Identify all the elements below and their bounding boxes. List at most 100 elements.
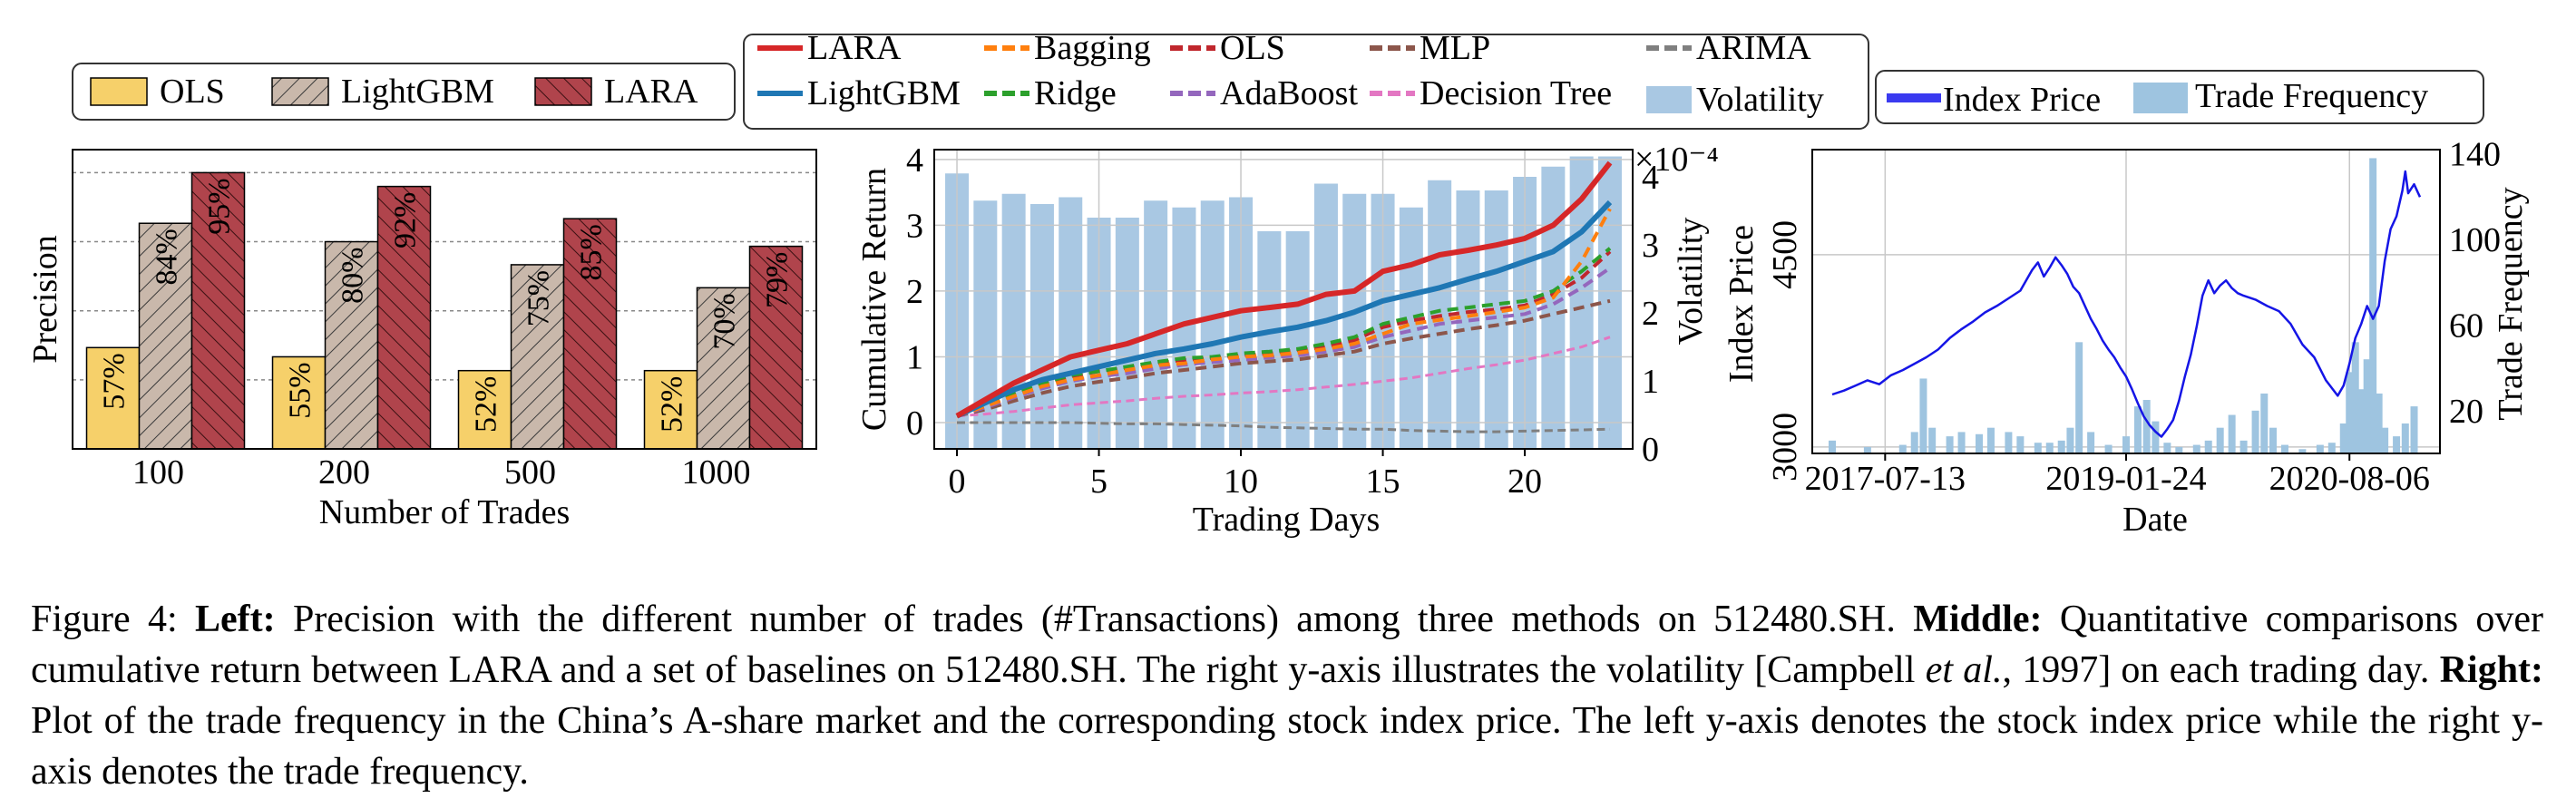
- trade-frequency-bar-26: [2204, 440, 2212, 453]
- trade-frequency-bar-28: [2228, 414, 2236, 453]
- trade-frequency-bar-37: [2339, 423, 2347, 453]
- volatility-bar-6: [1115, 218, 1139, 449]
- middle-xtick-20: 20: [1508, 462, 1542, 501]
- line-arima: [957, 421, 1611, 433]
- bar-lara-100: [190, 171, 246, 450]
- bar-lightgbm-500: [510, 264, 565, 450]
- legend-label-adaboost: AdaBoost: [1220, 74, 1358, 112]
- trade-frequency-bars: [1829, 158, 2418, 453]
- bar-ols-1000: [643, 369, 698, 450]
- trade-frequency-bar-34: [2298, 449, 2307, 453]
- middle-y2-multiplier: ×10⁻⁴: [1634, 141, 1719, 179]
- middle-x-ticks: 0 5 10 15 20: [949, 449, 1542, 501]
- middle-y-axis-label: Cumulative Return: [855, 168, 893, 431]
- trade-frequency-bar-3: [1910, 432, 1918, 453]
- middle-y-ticks: 0 1 2 3 4: [906, 141, 923, 443]
- bar-label-lightgbm-100: 84%: [151, 229, 184, 285]
- legend-swatch-volatility: [1646, 86, 1692, 113]
- trade-frequency-bar-22: [2152, 421, 2160, 453]
- trade-frequency-bar-47: [2410, 406, 2418, 453]
- line-mlp: [956, 298, 1611, 418]
- middle-ytick-0: 0: [906, 404, 923, 443]
- right-x-ticks: 2017-07-13 2019-01-24 2020-08-06: [1805, 453, 2430, 498]
- bar-label-ols-200: 55%: [284, 362, 317, 418]
- trade-frequency-bar-39: [2351, 342, 2359, 453]
- caption-left-text: Precision with the different number of t…: [292, 599, 1896, 640]
- right-xtick-2017-07-13: 2017-07-13: [1805, 460, 1966, 498]
- trade-frequency-bar-5: [1928, 427, 1937, 453]
- bar-lara-1000: [748, 245, 804, 450]
- figure-caption: Figure 4: Left: Precision with the diffe…: [31, 594, 2543, 797]
- right-y-ticks: 3000 4500: [1766, 220, 1804, 482]
- caption-right-text: Plot of the trade frequency in the China…: [31, 700, 2543, 793]
- middle-line-chart: LARA LightGBM Bagging Ridge OLS AdaBoost MLP De…: [743, 29, 1869, 539]
- line-ridge: [956, 247, 1612, 418]
- trade-frequency-bar-19: [2122, 436, 2130, 453]
- trade-frequency-bar-31: [2260, 393, 2269, 453]
- caption-middle-head: Middle:: [1913, 599, 2043, 640]
- middle-xtick-5: 5: [1090, 462, 1107, 501]
- middle-y2tick-3: 3: [1642, 227, 1659, 265]
- trade-frequency-bar-32: [2269, 427, 2277, 453]
- middle-plot-frame: [933, 149, 1634, 450]
- volatility-bar-9: [1200, 200, 1225, 449]
- left-xtick-1000: 1000: [682, 453, 751, 492]
- middle-x-axis-label: Trading Days: [1193, 501, 1381, 539]
- trade-frequency-bar-13: [2045, 443, 2054, 453]
- bar-label-lara-1000: 79%: [761, 252, 795, 308]
- legend-swatch-trade-frequency: [2133, 83, 2188, 113]
- left-xtick-200: 200: [318, 453, 370, 492]
- trade-frequency-bar-40: [2357, 389, 2366, 453]
- right-y2-ticks: 20 60 100 140: [2449, 136, 2501, 431]
- volatility-bar-3: [1029, 204, 1054, 449]
- trade-frequency-bar-38: [2346, 372, 2354, 453]
- caption-figure-label: Figure 4:: [31, 599, 178, 640]
- volatility-bar-4: [1059, 197, 1083, 449]
- bar-lightgbm-100: [138, 222, 193, 450]
- middle-y2tick-2: 2: [1642, 295, 1659, 333]
- volatility-bar-12: [1285, 231, 1310, 449]
- left-x-axis-label: Number of Trades: [319, 493, 571, 531]
- trade-frequency-bar-12: [2034, 443, 2042, 453]
- index-price-line: [1831, 170, 2422, 438]
- trade-frequency-bar-21: [2142, 400, 2151, 453]
- legend-label-volatility: Volatility: [1696, 81, 1824, 119]
- trade-frequency-bar-41: [2363, 359, 2371, 453]
- bar-label-lightgbm-500: 75%: [522, 270, 556, 326]
- right-y2tick-140: 140: [2449, 136, 2501, 174]
- right-y-axis-label: Index Price: [1722, 225, 1761, 383]
- bar-label-lara-200: 92%: [389, 192, 423, 248]
- line-index-price: [1831, 170, 2422, 438]
- bar-label-lightgbm-1000: 70%: [708, 293, 742, 349]
- middle-y2tick-1: 1: [1642, 363, 1659, 401]
- caption-middle-cite: et al.: [1925, 649, 2003, 691]
- legend-label-lara: LARA: [807, 29, 902, 67]
- trade-frequency-bar-45: [2393, 436, 2401, 453]
- middle-legend-box: [743, 34, 1869, 130]
- legend-label-ols: OLS: [1220, 29, 1285, 67]
- left-xtick-100: 100: [132, 453, 184, 492]
- middle-y2-axis-label: Volatility: [1672, 218, 1710, 346]
- bar-label-ols-1000: 52%: [656, 376, 689, 433]
- trade-frequency-bar-10: [2005, 432, 2013, 453]
- trade-frequency-bar-0: [1829, 440, 1836, 453]
- right-y2tick-100: 100: [2449, 221, 2501, 259]
- return-lines: [955, 161, 1613, 433]
- legend-label-bagging: Bagging: [1034, 29, 1151, 67]
- trade-frequency-bar-33: [2280, 444, 2288, 453]
- middle-y2-ticks: 0 1 2 3 4: [1642, 159, 1659, 469]
- trade-frequency-bar-9: [1986, 427, 1995, 453]
- trade-frequency-bar-16: [2075, 342, 2083, 453]
- legend-label-index-price: Index Price: [1943, 81, 2101, 119]
- bar-label-lara-500: 85%: [575, 224, 609, 280]
- middle-xtick-10: 10: [1224, 462, 1258, 501]
- trade-frequency-bar-1: [1863, 446, 1871, 453]
- trade-frequency-bar-14: [2057, 440, 2065, 453]
- trade-frequency-bar-30: [2251, 410, 2259, 453]
- legend-label-trade-frequency: Trade Frequency: [2195, 77, 2428, 115]
- middle-y2tick-0: 0: [1642, 431, 1659, 469]
- trade-frequency-bar-2: [1898, 444, 1907, 453]
- trade-frequency-bar-24: [2175, 446, 2183, 453]
- line-adaboost: [956, 266, 1612, 418]
